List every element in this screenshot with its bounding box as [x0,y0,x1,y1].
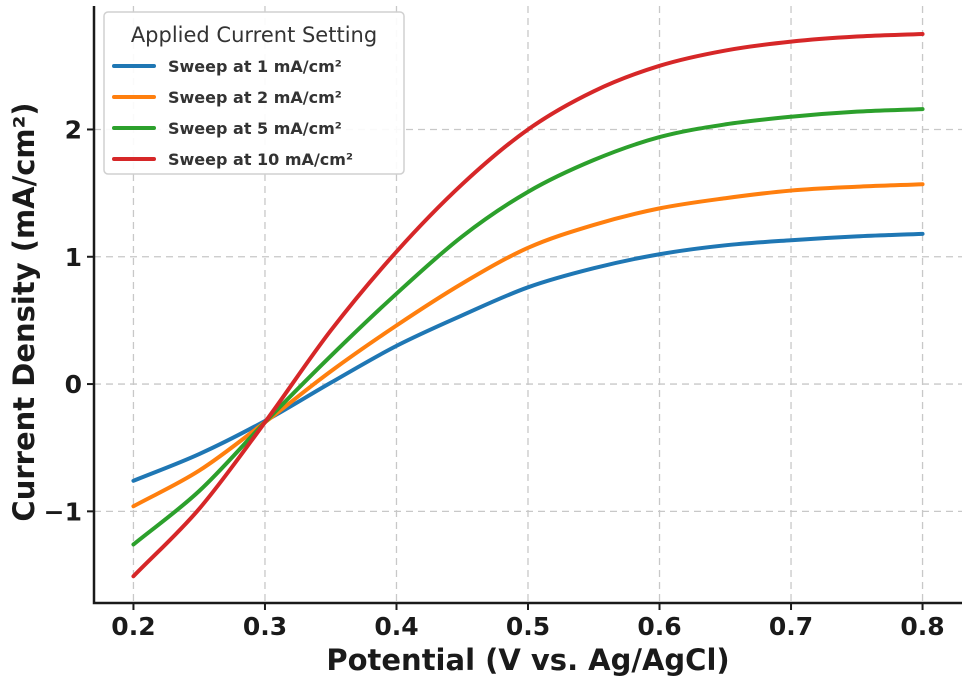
x-tick-label: 0.4 [374,612,418,641]
y-axis-label: Current Density (mA/cm²) [7,102,41,521]
x-tick-label: 0.6 [637,612,681,641]
legend-label: Sweep at 1 mA/cm² [168,57,342,76]
axes [92,6,962,605]
x-axis-ticks: 0.2 0.3 0.4 0.5 0.6 0.7 0.8 [111,603,945,641]
legend-label: Sweep at 2 mA/cm² [168,88,342,107]
x-tick-label: 0.2 [111,612,155,641]
y-tick-label: −1 [44,497,82,526]
x-axis-label: Potential (V vs. Ag/AgCl) [326,643,729,677]
legend-label: Sweep at 5 mA/cm² [168,119,342,138]
series-lines [131,32,925,579]
legend-title: Applied Current Setting [131,23,377,47]
legend-box [103,11,405,175]
grid [94,6,962,603]
x-tick-label: 0.3 [243,612,287,641]
x-tick-label: 0.7 [769,612,813,641]
y-tick-label: 2 [65,115,82,144]
y-tick-label: 0 [65,370,82,399]
legend: Applied Current Setting Sweep at 1 mA/cm… [103,11,405,175]
axis-frame [92,6,962,605]
y-axis-ticks: −1 0 1 2 [44,115,94,526]
series-line-4 [131,32,925,579]
legend-items: Sweep at 1 mA/cm² Sweep at 2 mA/cm² Sweep … [112,57,353,169]
y-tick-label: 1 [65,243,82,272]
legend-label: Sweep at 10 mA/cm² [168,150,353,169]
x-tick-label: 0.5 [506,612,550,641]
x-tick-label: 0.8 [900,612,944,641]
